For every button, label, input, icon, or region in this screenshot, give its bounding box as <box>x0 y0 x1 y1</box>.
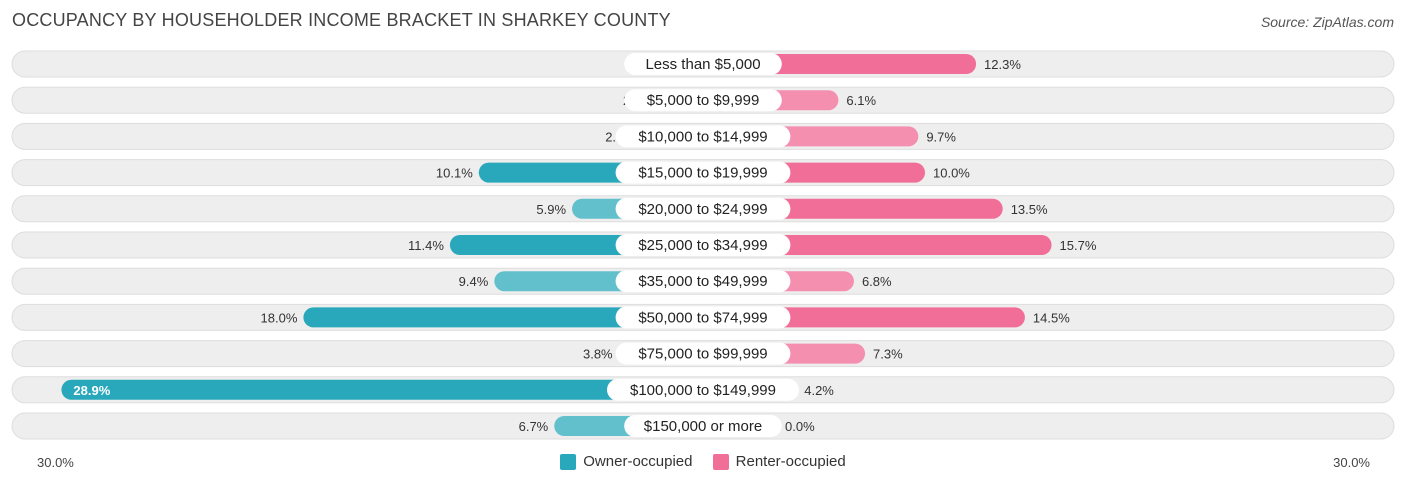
category-label: $10,000 to $14,999 <box>638 128 767 145</box>
legend-item-owner: Owner-occupied <box>560 453 692 470</box>
category-pill <box>624 89 782 112</box>
renter-value-label: 0.0% <box>785 419 815 434</box>
category-label: $50,000 to $74,999 <box>638 309 767 326</box>
category-pill <box>624 415 782 437</box>
legend-label-renter: Renter-occupied <box>735 453 846 470</box>
source-label: Source: ZipAtlas.com <box>1260 14 1394 30</box>
category-pill <box>624 53 782 75</box>
category-label: $100,000 to $149,999 <box>630 382 776 399</box>
category-pill <box>615 270 791 293</box>
renter-value-label: 9.7% <box>926 129 956 144</box>
renter-value-label: 10.0% <box>933 166 970 181</box>
category-label: Less than $5,000 <box>645 56 760 73</box>
renter-value-label: 14.5% <box>1033 310 1070 325</box>
owner-bar <box>61 379 704 400</box>
renter-value-label: 7.3% <box>873 347 903 362</box>
legend-item-renter: Renter-occupied <box>712 453 846 470</box>
category-label: $15,000 to $19,999 <box>638 165 767 182</box>
renter-value-label: 4.2% <box>804 383 834 398</box>
renter-value-label: 15.7% <box>1060 238 1097 253</box>
renter-value-label: 6.8% <box>862 274 892 289</box>
category-label: $5,000 to $9,999 <box>647 92 760 109</box>
legend-swatch-owner <box>560 453 577 470</box>
legend: Owner-occupied Renter-occupied <box>0 453 1406 474</box>
owner-value-label: 6.7% <box>519 419 549 434</box>
category-label: $75,000 to $99,999 <box>638 346 767 363</box>
chart-title: OCCUPANCY BY HOUSEHOLDER INCOME BRACKET … <box>12 10 671 30</box>
owner-value-label: 11.4% <box>408 238 444 253</box>
renter-value-label: 13.5% <box>1011 202 1048 217</box>
chart-canvas: 1.1%12.3%Less than $5,0002.0%6.1%$5,000 … <box>11 50 1395 440</box>
renter-value-label: 12.3% <box>984 57 1021 72</box>
owner-value-label: 9.4% <box>459 274 489 289</box>
category-pill <box>615 197 791 220</box>
owner-value-label: 5.9% <box>536 202 566 217</box>
category-pill <box>615 161 791 184</box>
renter-value-label: 6.1% <box>846 93 876 108</box>
category-pill <box>607 378 799 401</box>
legend-label-owner: Owner-occupied <box>583 453 693 470</box>
owner-value-label: 28.9% <box>73 383 110 398</box>
category-pill <box>615 125 791 148</box>
owner-value-label: 18.0% <box>261 310 298 325</box>
category-label: $35,000 to $49,999 <box>638 273 767 290</box>
axis-max-label: 30.0% <box>1333 455 1370 470</box>
owner-bar <box>303 307 703 328</box>
category-label: $25,000 to $34,999 <box>638 237 767 254</box>
category-label: $20,000 to $24,999 <box>638 201 767 218</box>
owner-value-label: 3.8% <box>583 347 613 362</box>
owner-value-label: 10.1% <box>436 166 473 181</box>
axis-min-label: 30.0% <box>37 455 74 470</box>
category-pill <box>615 234 791 256</box>
category-pill <box>615 306 791 329</box>
renter-bar <box>703 235 1052 255</box>
legend-swatch-renter <box>712 453 729 470</box>
category-pill <box>615 342 791 365</box>
category-label: $150,000 or more <box>644 418 762 435</box>
